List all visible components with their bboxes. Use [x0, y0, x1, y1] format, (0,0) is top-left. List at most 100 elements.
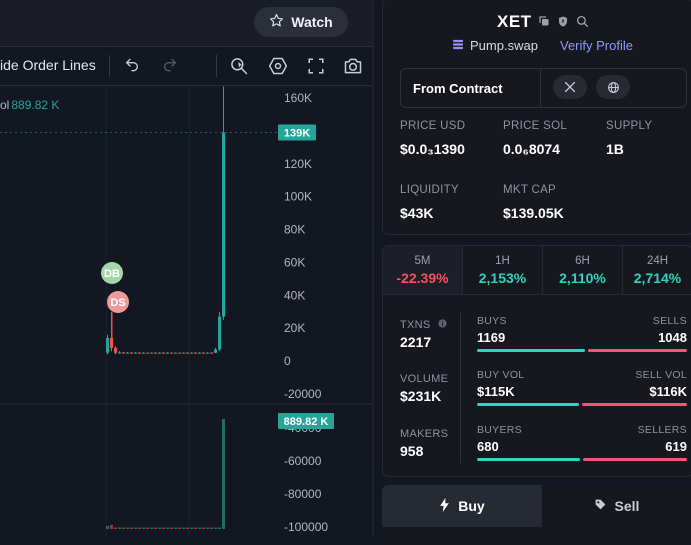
- candle-body: [206, 352, 210, 354]
- verify-profile-link[interactable]: Verify Profile: [560, 38, 633, 53]
- volume-bar: [190, 527, 193, 529]
- candle-body: [214, 349, 218, 353]
- shield-icon[interactable]: [556, 14, 570, 28]
- candle-body: [142, 352, 146, 354]
- dex-name: Pump.swap: [470, 38, 538, 53]
- txns-label: TXNS: [400, 319, 447, 331]
- sells-value: 1048: [658, 330, 687, 345]
- x-twitter-icon[interactable]: [553, 75, 587, 99]
- volume-legend: ol 889.82 K: [0, 98, 59, 112]
- volume-label: VOLUME: [400, 373, 449, 385]
- volume-bar: [134, 527, 137, 529]
- volume-bar: [142, 527, 145, 529]
- last-volume-tag: [278, 413, 334, 429]
- undo-icon[interactable]: [121, 55, 143, 77]
- sell-label: Sell: [614, 498, 640, 514]
- buy-vol-ratio-bar: [477, 403, 579, 406]
- from-contract-button[interactable]: From Contract: [413, 81, 503, 96]
- lightning-icon: [439, 497, 450, 515]
- volume-bar: [178, 527, 181, 529]
- volume-bar: [114, 527, 117, 529]
- trade-marker-label: DB: [104, 268, 120, 280]
- tab-divider: [542, 246, 543, 294]
- volume-bar: [194, 527, 197, 529]
- txns-value: 2217: [400, 334, 432, 350]
- star-icon: [269, 13, 284, 31]
- candle-body: [126, 352, 130, 354]
- supply-value: 1B: [606, 141, 624, 157]
- info-icon[interactable]: [438, 319, 447, 328]
- tab-6h[interactable]: 6H 2,110%: [543, 246, 622, 294]
- candle-body: [150, 352, 154, 354]
- tab-period-label: 6H: [575, 255, 590, 267]
- camera-icon[interactable]: [342, 55, 364, 77]
- volume-bar: [118, 527, 121, 529]
- volume-bar: [166, 527, 169, 529]
- volume-legend-value: 889.82 K: [11, 98, 60, 112]
- website-globe-icon[interactable]: [596, 75, 630, 99]
- candle-body: [222, 132, 226, 317]
- trade-card: Buy Sell: [382, 485, 691, 545]
- candle-body: [118, 352, 122, 354]
- candle-body: [182, 352, 186, 354]
- tab-divider: [462, 246, 463, 294]
- tab-24h[interactable]: 24H 2,714%: [623, 246, 691, 294]
- toolbar-divider: [109, 55, 110, 77]
- liquidity-label: LIQUIDITY: [400, 184, 459, 196]
- volume-bar: [218, 527, 221, 529]
- volume-bar: [154, 527, 157, 529]
- price-axis-tick: 160K: [284, 91, 312, 105]
- sells-label: SELLS: [652, 315, 687, 327]
- tab-1h[interactable]: 1H 2,153%: [463, 246, 542, 294]
- tabs-divider: [383, 294, 691, 295]
- volume-bar: [182, 527, 185, 529]
- price-sol-label: PRICE SOL: [503, 120, 568, 132]
- candlestick-chart[interactable]: 160K140K120K100K80K60K40K20K0-20000-4000…: [0, 86, 374, 536]
- copy-icon[interactable]: [537, 14, 551, 28]
- chart-panel: Watch ide Order Lines 160K140K120K100K80…: [0, 7, 374, 536]
- price-axis-tick: 20K: [284, 321, 305, 335]
- sell-vol-value: $116K: [649, 384, 687, 399]
- token-info-panel: XET Pump.swap Verify Profile From Contra…: [382, 0, 691, 545]
- tab-divider: [622, 246, 623, 294]
- price-axis-tick: 80K: [284, 223, 305, 237]
- tab-5m[interactable]: 5M -22.39%: [383, 246, 462, 294]
- candle-body: [202, 352, 206, 354]
- panel-divider: [372, 0, 374, 536]
- tab-period-label: 1H: [495, 255, 510, 267]
- candle-body: [134, 352, 138, 354]
- buy-tab[interactable]: Buy: [382, 485, 542, 527]
- redo-icon[interactable]: [159, 55, 181, 77]
- tab-period-label: 24H: [646, 255, 669, 267]
- dex-link[interactable]: Pump.swap: [453, 38, 538, 53]
- price-sol-value: 0.0₆8074: [503, 141, 560, 157]
- fullscreen-icon[interactable]: [305, 55, 327, 77]
- hide-order-lines-button[interactable]: ide Order Lines: [0, 57, 96, 73]
- candle-body: [106, 337, 110, 353]
- makers-label: MAKERS: [400, 428, 449, 440]
- buyers-label: BUYERS: [477, 424, 522, 436]
- sellers-ratio-bar: [583, 458, 687, 461]
- sell-tab[interactable]: Sell: [542, 485, 691, 527]
- candle-body: [158, 352, 162, 354]
- buy-vol-value: $115K: [477, 384, 515, 399]
- volume-value: $231K: [400, 388, 442, 404]
- candle-body: [190, 352, 194, 354]
- zoom-cursor-icon[interactable]: [228, 55, 250, 77]
- watch-button[interactable]: Watch: [254, 7, 348, 37]
- token-symbol: XET: [497, 12, 532, 31]
- volume-bar: [186, 527, 189, 529]
- trade-marker: [107, 291, 129, 313]
- metrics-divider: [460, 313, 461, 463]
- price-axis-tick: 120K: [284, 157, 312, 171]
- volume-bar: [146, 527, 149, 529]
- search-icon[interactable]: [575, 14, 589, 28]
- candle-body: [162, 352, 166, 354]
- mkt-cap-value: $139.05K: [503, 205, 564, 221]
- settings-hexagon-icon[interactable]: [267, 55, 289, 77]
- price-usd-label: PRICE USD: [400, 120, 466, 132]
- price-axis-tick: -20000: [284, 387, 322, 401]
- volume-bar: [122, 527, 125, 529]
- volume-bar: [198, 527, 201, 529]
- candle-body: [186, 352, 190, 354]
